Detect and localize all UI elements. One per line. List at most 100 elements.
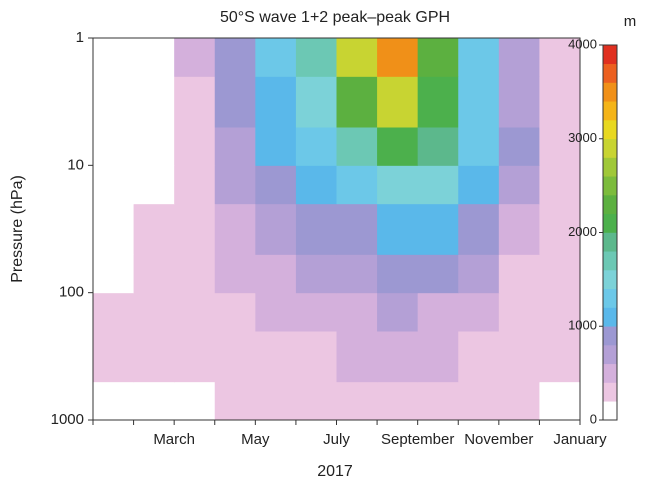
contour-cell <box>498 127 540 166</box>
contour-cell <box>336 165 378 205</box>
contour-cell <box>336 203 378 255</box>
contour-cell <box>133 38 175 77</box>
colorbar-band <box>603 251 617 271</box>
contour-cell <box>498 254 540 294</box>
colorbar-band <box>603 63 617 83</box>
x-tick-label: May <box>241 431 270 448</box>
contour-cell <box>377 203 419 255</box>
contour-cell <box>498 203 540 255</box>
contour-cell <box>93 203 135 255</box>
contour-cell <box>174 292 216 332</box>
contour-cell <box>214 254 256 294</box>
contour-cell <box>417 292 459 332</box>
contour-cell <box>93 165 135 205</box>
colorbar-band <box>603 326 617 346</box>
contour-cell <box>93 292 135 332</box>
contour-cell <box>295 76 337 128</box>
contour-cell <box>377 165 419 205</box>
colorbar-band <box>603 363 617 383</box>
colorbar-band <box>603 120 617 140</box>
contour-field <box>93 38 581 421</box>
contour-cell <box>93 127 135 166</box>
colorbar-label: m <box>624 13 637 30</box>
chart-title: 50°S wave 1+2 peak–peak GPH <box>220 9 450 26</box>
colorbar-band <box>603 307 617 327</box>
colorbar-band <box>603 82 617 102</box>
colorbar-tick-label: 3000 <box>568 130 597 145</box>
contour-cell <box>255 165 297 205</box>
contour-cell <box>377 76 419 128</box>
contour-cell <box>255 76 297 128</box>
x-tick-label: July <box>323 431 350 448</box>
contour-cell <box>539 292 581 332</box>
colorbar-band <box>603 345 617 365</box>
contour-cell <box>133 330 175 383</box>
contour-cell <box>255 381 297 421</box>
colorbar-band <box>603 401 617 421</box>
contour-cell <box>458 254 500 294</box>
contour-cell <box>498 330 540 383</box>
contour-cell <box>458 381 500 421</box>
contour-cell <box>336 38 378 77</box>
colorbar-band <box>603 101 617 121</box>
colorbar-band <box>603 157 617 177</box>
contour-cell <box>539 254 581 294</box>
contour-cell <box>539 381 581 421</box>
contour-cell <box>417 38 459 77</box>
contour-cell <box>93 330 135 383</box>
contour-cell <box>458 292 500 332</box>
contour-cell <box>539 165 581 205</box>
colorbar-band <box>603 176 617 196</box>
contour-cell <box>336 127 378 166</box>
axes: 1 10 100 1000 March May July September November J… <box>51 29 618 448</box>
colorbar-band <box>603 382 617 402</box>
contour-cell <box>336 381 378 421</box>
colorbar-band <box>603 270 617 290</box>
contour-cell <box>295 38 337 77</box>
contour-cell <box>214 38 256 77</box>
contour-cell <box>295 381 337 421</box>
y-tick-label: 100 <box>59 284 84 301</box>
contour-cell <box>214 165 256 205</box>
contour-cell <box>133 203 175 255</box>
x-tick-label: March <box>153 431 195 448</box>
contour-cell <box>417 203 459 255</box>
contour-cell <box>255 38 297 77</box>
colorbar-band <box>603 288 617 308</box>
x-tick-label: November <box>464 431 533 448</box>
contour-cell <box>458 76 500 128</box>
contour-cell <box>377 381 419 421</box>
contour-cell <box>214 127 256 166</box>
contour-cell <box>377 127 419 166</box>
contour-cell <box>336 76 378 128</box>
contour-cell <box>214 76 256 128</box>
x-axis-label: 2017 <box>317 463 353 480</box>
contour-cell <box>93 254 135 294</box>
contour-cell <box>295 292 337 332</box>
contour-cell <box>214 292 256 332</box>
contour-cell <box>174 330 216 383</box>
contour-cell <box>214 203 256 255</box>
contour-cell <box>174 165 216 205</box>
contour-cell <box>255 254 297 294</box>
contour-cell <box>377 330 419 383</box>
colorbar-band <box>603 195 617 215</box>
contour-cell <box>417 76 459 128</box>
contour-cell <box>133 254 175 294</box>
contour-cell <box>295 203 337 255</box>
contour-cell <box>498 165 540 205</box>
contour-cell <box>214 330 256 383</box>
contour-cell <box>133 76 175 128</box>
y-tick-label: 10 <box>67 156 84 173</box>
contour-cell <box>133 165 175 205</box>
contour-cell <box>458 127 500 166</box>
colorbar-tick-label: 0 <box>590 411 597 426</box>
colorbar-tick-label: 4000 <box>568 36 597 51</box>
contour-cell <box>458 203 500 255</box>
x-tick-label: January <box>553 431 607 448</box>
contour-cell <box>93 76 135 128</box>
contour-cell <box>255 203 297 255</box>
contour-cell <box>498 292 540 332</box>
contour-cell <box>539 203 581 255</box>
